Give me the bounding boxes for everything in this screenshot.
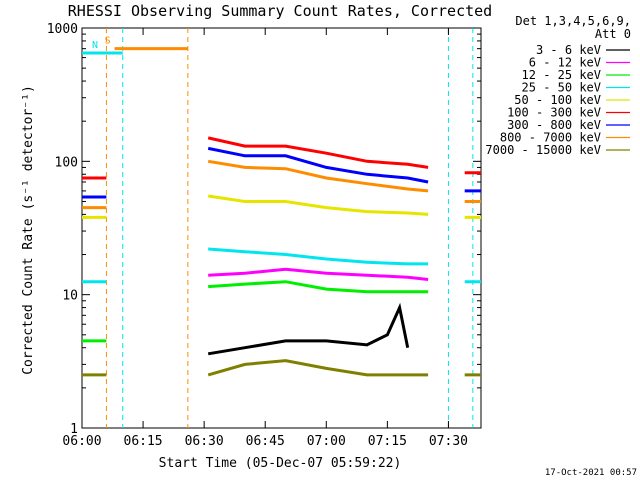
series-line-3-seg-1 <box>208 247 429 266</box>
series-line-8-seg-1 <box>207 359 429 377</box>
x-tick-label-1: 06:15 <box>124 434 163 449</box>
legend-header-line-1: Det 1,3,4,5,6,9, <box>515 14 631 28</box>
series-line-7-seg-1 <box>207 159 429 193</box>
x-tick-label-3: 06:45 <box>246 434 285 449</box>
flag-label-N: N <box>92 40 98 51</box>
plot-area: 06:00 06:15 06:30 06:45 07:00 07:15 07:30 1 10 10… <box>47 22 482 449</box>
x-tick-label-0: 06:00 <box>62 434 101 449</box>
legend-label-0: 3 - 6 keV <box>536 43 601 57</box>
legend-label-6: 300 - 800 keV <box>507 118 601 132</box>
legend-label-8: 7000 - 15000 keV <box>485 143 601 157</box>
legend-label-4: 50 - 100 keV <box>514 93 601 107</box>
legend-label-7: 800 - 7000 keV <box>500 131 601 145</box>
x-tick-label-2: 06:30 <box>185 434 224 449</box>
x-tick-label-5: 07:15 <box>368 434 407 449</box>
plot-frame <box>81 27 482 429</box>
y-tick-label-1: 10 <box>62 289 78 304</box>
y-tick-label-3: 1000 <box>47 22 78 37</box>
y-tick-label-0: 1 <box>70 422 78 437</box>
series-line-5-seg-1 <box>207 136 429 169</box>
footer-date: 17-Oct-2021 00:57 <box>545 468 637 478</box>
series-line-2-seg-1 <box>208 280 429 294</box>
legend-header-line-2: Att 0 <box>595 27 631 41</box>
series-line-6-seg-1 <box>207 146 429 184</box>
legend-label-5: 100 - 300 keV <box>507 106 601 120</box>
series-line-4-seg-1 <box>207 194 429 216</box>
flag-label-S: S <box>105 36 111 47</box>
legend-label-1: 6 - 12 keV <box>529 56 601 70</box>
legend-label-2: 12 - 25 keV <box>522 68 601 82</box>
x-axis-label: Start Time (05-Dec-07 05:59:22) <box>159 456 402 471</box>
series-line-0-seg-0 <box>207 302 410 356</box>
legend-label-3: 25 - 50 keV <box>522 81 601 95</box>
y-axis-label: Corrected Count Rate (s⁻¹ detector⁻¹) <box>21 85 36 375</box>
chart-title: RHESSI Observing Summary Count Rates, Co… <box>68 2 492 20</box>
x-tick-label-6: 07:30 <box>429 434 468 449</box>
series-line-1-seg-0 <box>208 267 429 281</box>
y-tick-label-2: 100 <box>55 155 78 170</box>
x-tick-label-4: 07:00 <box>307 434 346 449</box>
